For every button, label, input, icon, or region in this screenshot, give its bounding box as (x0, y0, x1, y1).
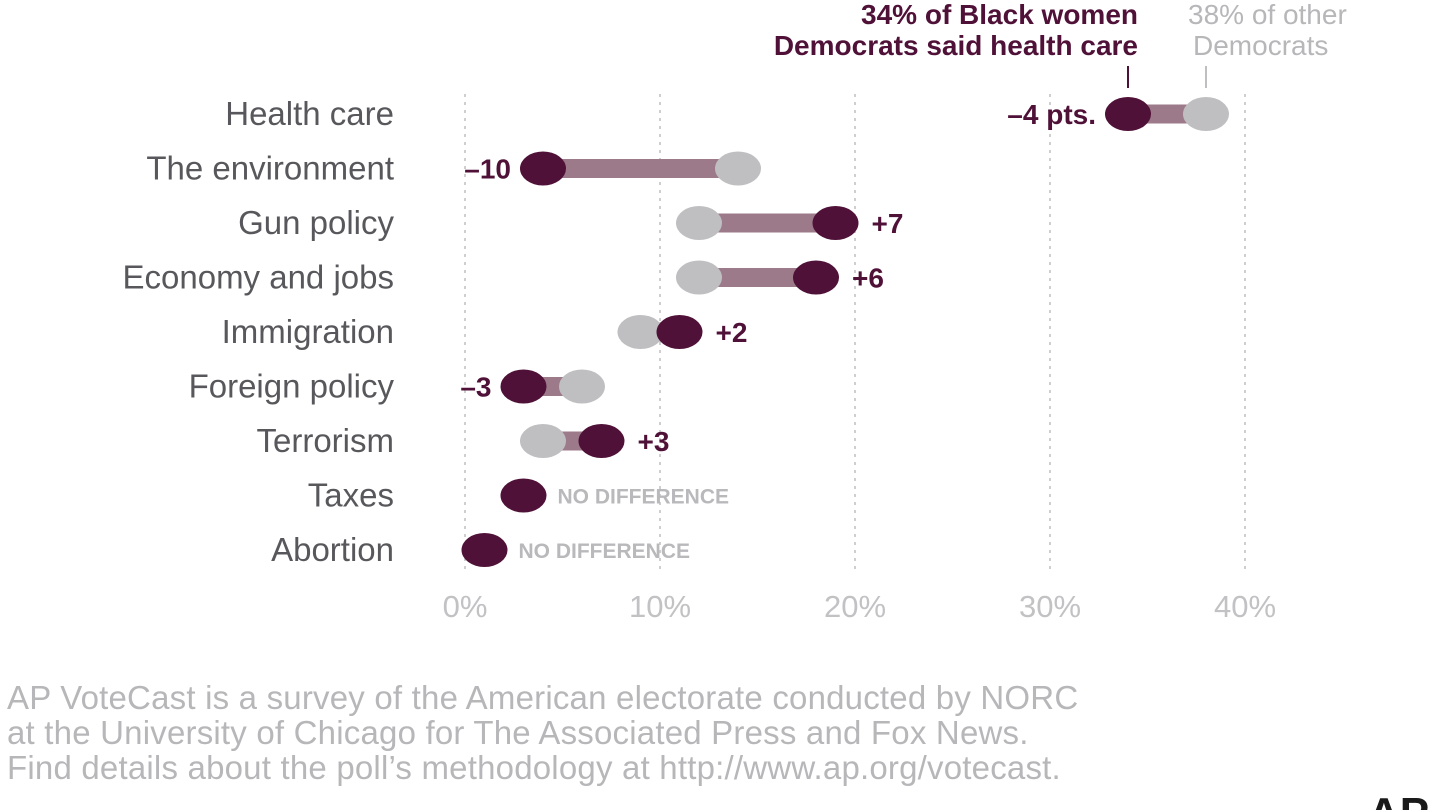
category-label: Immigration (222, 313, 394, 350)
dot-black-women (812, 206, 859, 240)
dot-other-democrats (676, 260, 722, 295)
difference-label: +7 (872, 208, 904, 239)
category-label: Abortion (271, 531, 394, 568)
dot-other-democrats (617, 315, 664, 349)
x-tick-label: 20% (824, 589, 886, 624)
annotation-black-women-line-1: 34% of Black women (861, 0, 1138, 30)
annotation-black-women-line-2: Democrats said health care (774, 30, 1138, 61)
category-labels: Health care The environment Gun policy Econ… (123, 95, 395, 568)
dot-other-democrats (676, 206, 722, 240)
difference-label: NO DIFFERENCE (519, 540, 691, 563)
dot-other-democrats (1183, 97, 1229, 131)
category-label: Economy and jobs (123, 259, 395, 296)
difference-label: –4 pts. (1007, 99, 1096, 130)
dot-black-women (461, 533, 508, 567)
footnote-line: at the University of Chicago for The Ass… (7, 714, 1029, 751)
dot-layer (461, 97, 1229, 567)
footnote-line: Find details about the poll’s methodolog… (7, 749, 1061, 786)
dot-black-women (500, 478, 547, 513)
difference-label: +6 (852, 263, 884, 294)
category-label: Gun policy (238, 204, 394, 241)
dot-black-women (520, 151, 566, 186)
category-label: Terrorism (257, 422, 395, 459)
annotation-other-line-2: Democrats (1193, 30, 1328, 61)
difference-label: –3 (460, 372, 491, 403)
x-tick-label: 30% (1019, 589, 1081, 624)
difference-label: +2 (716, 317, 748, 348)
difference-labels: –4 pts. –10 +7 +6 +2 –3 +3 NO DIFFERENCE NO DIFF… (460, 99, 1096, 563)
difference-label: NO DIFFERENCE (558, 486, 730, 509)
difference-label: –10 (464, 154, 511, 185)
dot-black-women (578, 424, 625, 458)
dot-black-women (793, 260, 839, 295)
annotation-other-line-1: 38% of other (1188, 0, 1347, 30)
footnote-line: AP VoteCast is a survey of the American … (7, 679, 1079, 716)
dot-other-democrats (520, 424, 566, 458)
dot-black-women (1105, 97, 1151, 131)
difference-label: +3 (638, 426, 670, 457)
ap-logo: AP (1368, 790, 1440, 810)
annotations: 34% of Black women Democrats said health… (774, 0, 1347, 88)
ap-logo-text: AP (1368, 792, 1429, 810)
category-label: Health care (225, 95, 394, 132)
category-label: The environment (146, 150, 394, 187)
dot-black-women (656, 315, 703, 349)
dot-other-democrats (715, 151, 761, 186)
x-tick-label: 40% (1214, 589, 1276, 624)
footnote: AP VoteCast is a survey of the American … (7, 680, 1407, 785)
dot-black-women (500, 369, 547, 404)
dot-other-democrats (559, 369, 605, 404)
x-axis-tick-labels: 0% 10% 20% 30% 40% (443, 589, 1276, 624)
category-label: Foreign policy (189, 368, 395, 405)
x-tick-label: 10% (629, 589, 691, 624)
category-label: Taxes (308, 477, 394, 514)
x-tick-label: 0% (443, 589, 488, 624)
